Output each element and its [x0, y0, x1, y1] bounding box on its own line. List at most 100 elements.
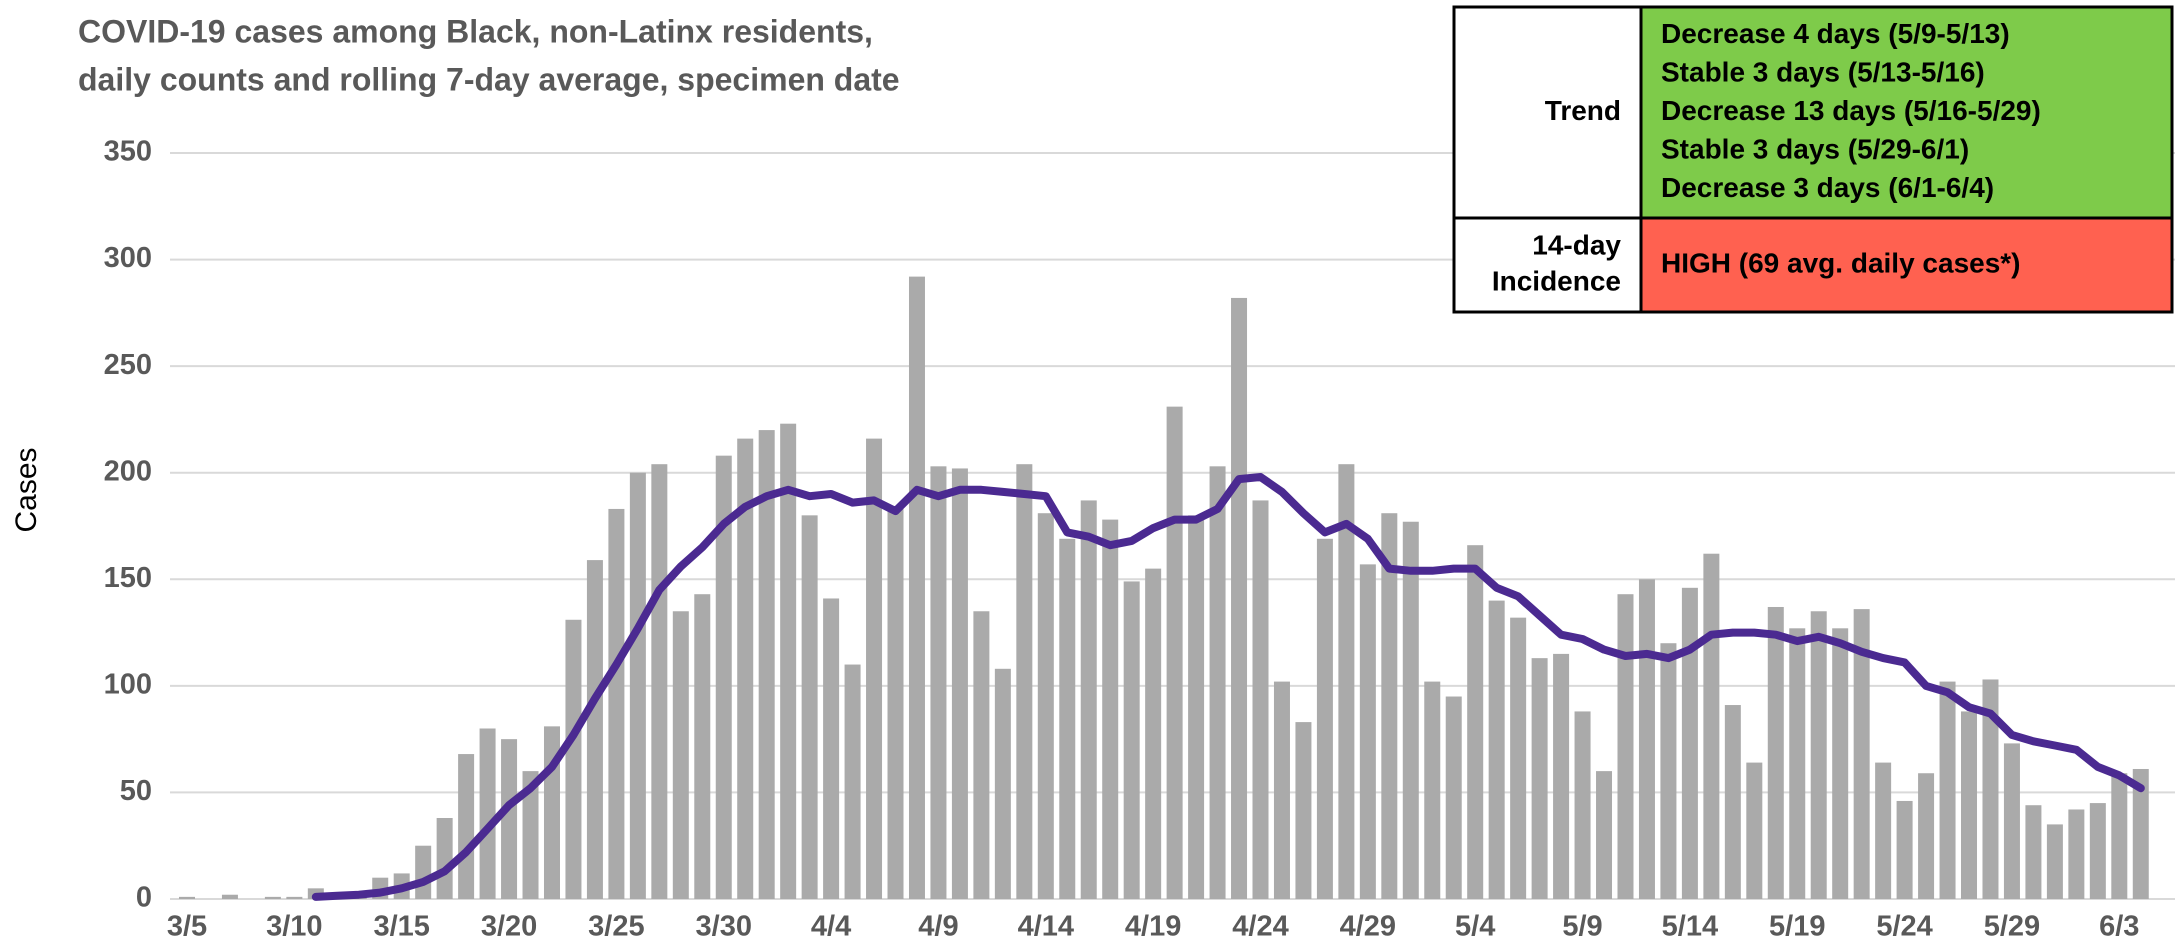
bar	[415, 845, 432, 899]
bar	[930, 466, 947, 899]
bar	[1982, 679, 1999, 899]
x-tick-label: 3/10	[266, 911, 322, 943]
table-label: Trend	[1545, 95, 1621, 126]
bar	[2046, 824, 2063, 899]
bar	[179, 896, 195, 899]
y-tick-label: 350	[104, 136, 152, 168]
table-value: Stable 3 days (5/29-6/1)	[1661, 133, 1969, 164]
bar	[1316, 538, 1333, 899]
bar	[1789, 628, 1806, 899]
bar	[1445, 696, 1462, 899]
bar	[1123, 581, 1140, 899]
bar	[1746, 762, 1763, 899]
bar	[780, 423, 797, 899]
bar	[1832, 628, 1849, 899]
bar	[1381, 513, 1398, 899]
bar	[1252, 500, 1269, 899]
bar	[1853, 609, 1870, 899]
table-label: Incidence	[1492, 265, 1621, 296]
bar	[1488, 600, 1505, 899]
bar	[1574, 711, 1591, 899]
bar	[1660, 643, 1677, 899]
bar	[1617, 594, 1634, 899]
bar	[1424, 681, 1441, 899]
table-value: Decrease 4 days (5/9-5/13)	[1661, 18, 2010, 49]
bar	[1080, 500, 1097, 899]
bar	[1273, 681, 1290, 899]
bar	[565, 619, 582, 899]
x-tick-label: 5/19	[1769, 911, 1825, 943]
bar	[866, 438, 883, 899]
bar	[1638, 579, 1655, 899]
table-value: Decrease 3 days (6/1-6/4)	[1661, 172, 1994, 203]
x-tick-label: 3/25	[588, 911, 644, 943]
bar	[1681, 587, 1698, 899]
bar	[608, 508, 625, 899]
bar	[887, 508, 904, 899]
bar	[522, 771, 539, 899]
bar	[1145, 568, 1162, 899]
bar	[951, 468, 968, 899]
bar	[221, 894, 238, 899]
bar	[1531, 658, 1548, 899]
table-label-cell	[1452, 216, 1643, 314]
bar	[458, 754, 475, 899]
bar	[1102, 519, 1119, 899]
table-label: 14-day	[1532, 229, 1621, 260]
bar	[694, 594, 711, 899]
x-tick-label: 3/20	[481, 911, 537, 943]
bar	[1939, 681, 1956, 899]
table-value: Decrease 13 days (5/16-5/29)	[1661, 95, 2041, 126]
bar	[1724, 705, 1741, 899]
x-tick-label: 4/4	[811, 911, 851, 943]
y-axis-label: Cases	[10, 447, 43, 532]
bar	[1295, 722, 1312, 899]
x-tick-label: 3/15	[373, 911, 429, 943]
bar	[1810, 611, 1827, 899]
bar	[994, 668, 1011, 899]
bar	[973, 611, 990, 899]
table-value-cell	[1639, 5, 2174, 220]
bar	[672, 611, 689, 899]
bar	[1896, 800, 1913, 899]
x-tick-label: 5/9	[1562, 911, 1602, 943]
bar	[1553, 653, 1570, 899]
bar	[2111, 773, 2128, 899]
bar	[1875, 762, 1892, 899]
bar	[479, 728, 496, 899]
x-tick-label: 6/3	[2099, 911, 2139, 943]
average-line	[311, 473, 2145, 901]
x-tick-label: 3/5	[167, 911, 207, 943]
table-value-cell	[1639, 216, 2174, 314]
bar	[1402, 521, 1419, 899]
x-tick-label: 5/14	[1662, 911, 1718, 943]
bar	[286, 896, 303, 899]
bar	[264, 896, 281, 899]
bar	[2025, 805, 2042, 899]
y-tick-label: 250	[104, 349, 152, 381]
bar	[2089, 803, 2106, 899]
bar	[737, 438, 754, 899]
chart-title: daily counts and rolling 7-day average, …	[78, 61, 900, 97]
chart-title: COVID-19 cases among Black, non-Latinx r…	[78, 13, 873, 49]
x-tick-label: 5/24	[1876, 911, 1932, 943]
bar	[629, 472, 646, 899]
bar	[2068, 809, 2085, 899]
x-tick-label: 4/29	[1340, 911, 1396, 943]
bar	[436, 818, 453, 899]
x-tick-label: 4/19	[1125, 911, 1181, 943]
bar	[1231, 297, 1248, 899]
bar	[1467, 545, 1484, 899]
y-tick-label: 100	[104, 669, 152, 701]
y-tick-label: 0	[136, 882, 152, 914]
bar	[1918, 773, 1935, 899]
bar	[1338, 464, 1355, 899]
y-tick-label: 200	[104, 455, 152, 487]
y-tick-label: 150	[104, 562, 152, 594]
bar	[2003, 743, 2020, 899]
table-value: Stable 3 days (5/13-5/16)	[1661, 56, 1985, 87]
x-tick-label: 4/14	[1018, 911, 1074, 943]
bar	[1767, 606, 1784, 899]
x-tick-label: 5/4	[1455, 911, 1495, 943]
